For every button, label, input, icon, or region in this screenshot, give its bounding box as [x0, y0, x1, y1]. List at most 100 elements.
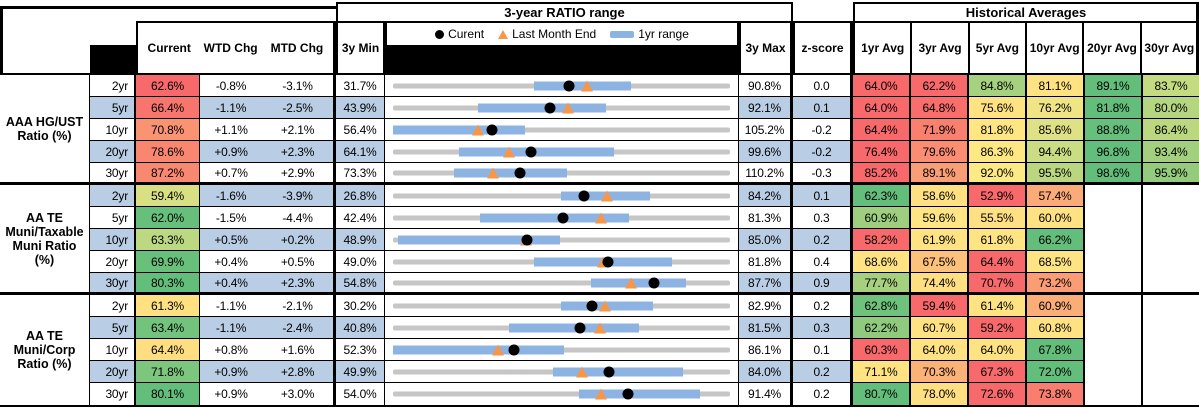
current-dot: [508, 344, 520, 355]
current-cell: 59.4%: [136, 185, 200, 207]
mtd-chg-cell: +2.1%: [262, 119, 336, 141]
4avg-cell: 57.4%: [1027, 185, 1085, 207]
current-dot: [578, 190, 590, 201]
wtd-chg-cell: +0.5%: [200, 229, 262, 251]
avg-columns-header: 1yr Avg 3yr Avg 5yr Avg 10yr Avg 20yr Av…: [853, 21, 1199, 75]
tenor-cell: 20yr: [90, 361, 136, 383]
4avg-cell: 94.4%: [1027, 141, 1085, 163]
3avg-cell: 59.2%: [969, 317, 1027, 339]
range-min-cell: 42.4%: [336, 207, 385, 229]
last-month-triangle: [491, 344, 504, 355]
2avg-cell: 61.9%: [911, 229, 969, 251]
6avg-cell: 83.7%: [1143, 75, 1199, 97]
z-score-cell: 0.1: [793, 339, 853, 361]
z-score-cell: 0.2: [793, 229, 853, 251]
2avg-cell: 74.4%: [911, 273, 969, 295]
range-min-cell: 48.9%: [336, 229, 385, 251]
4avg-cell: 60.0%: [1027, 207, 1085, 229]
2avg-cell: 71.9%: [911, 119, 969, 141]
wtd-chg-cell: -1.1%: [200, 97, 262, 119]
tenor-cell: 5yr: [90, 317, 136, 339]
range-min-cell: 31.7%: [336, 75, 385, 97]
range-plot: [393, 295, 730, 316]
current-dot: [622, 388, 634, 400]
last-month-triangle-icon: [498, 29, 509, 39]
one-year-range-bar: [393, 125, 525, 134]
range-min-cell: 49.0%: [336, 251, 385, 273]
last-month-triangle: [601, 190, 614, 201]
range-chart-cell: [385, 229, 739, 251]
range-max-cell: 99.6%: [739, 141, 793, 163]
range-track: [393, 391, 730, 397]
5avg-cell: 89.1%: [1085, 75, 1143, 97]
range-chart-cell: [385, 273, 739, 295]
chart-section-title: 3-year RATIO range: [336, 2, 793, 23]
legend-current-label: Curent: [448, 27, 485, 41]
current-cell: 69.9%: [136, 251, 200, 273]
col-header-20yr-avg: 20yr Avg: [1084, 23, 1142, 73]
3avg-cell: 72.6%: [969, 383, 1027, 405]
last-month-triangle: [487, 167, 500, 178]
4avg-cell: 95.5%: [1027, 163, 1085, 185]
current-cell: 80.3%: [136, 273, 200, 295]
one-year-range-bar: [477, 103, 606, 112]
2avg-cell: 70.3%: [911, 361, 969, 383]
col-header-wtd-chg: WTD Chg: [203, 41, 258, 55]
current-dot: [557, 212, 569, 223]
3avg-cell: 70.7%: [969, 273, 1027, 295]
range-plot: [393, 119, 730, 140]
current-dot: [586, 300, 598, 311]
range-chart-cell: [385, 97, 739, 119]
2avg-cell: 64.8%: [911, 97, 969, 119]
change-columns-header: Current WTD Chg MTD Chg: [136, 21, 336, 75]
4avg-cell: 81.1%: [1027, 75, 1085, 97]
one-year-range-bar: [454, 168, 568, 177]
z-score-cell: 0.9: [793, 273, 853, 295]
tenor-cell: 20yr: [90, 141, 136, 163]
4avg-cell: 60.8%: [1027, 317, 1085, 339]
one-year-range-bar: [578, 389, 701, 399]
mtd-chg-cell: -2.4%: [262, 317, 336, 339]
range-min-cell: 54.8%: [336, 273, 385, 295]
last-month-triangle: [599, 300, 612, 311]
1avg-cell: 62.2%: [853, 317, 911, 339]
2avg-cell: 62.2%: [911, 75, 969, 97]
mtd-chg-cell: -3.9%: [262, 185, 336, 207]
col-header-10yr-avg: 10yr Avg: [1027, 23, 1085, 73]
1avg-cell: 76.4%: [853, 141, 911, 163]
black-tenor-header-cell: [90, 45, 136, 75]
legend-range-label: 1yr range: [638, 27, 689, 41]
1avg-cell: 71.1%: [853, 361, 911, 383]
current-cell: 80.1%: [136, 383, 200, 405]
1avg-cell: 85.2%: [853, 163, 911, 185]
range-plot: [393, 339, 730, 360]
black-banner: [387, 45, 737, 73]
3avg-cell: 64.4%: [969, 251, 1027, 273]
range-min-cell: 64.1%: [336, 141, 385, 163]
mtd-chg-cell: +2.3%: [262, 273, 336, 295]
current-cell: 70.8%: [136, 119, 200, 141]
range-plot: [393, 361, 730, 382]
range-min-cell: 54.0%: [336, 383, 385, 405]
1avg-cell: 58.2%: [853, 229, 911, 251]
last-month-triangle: [561, 102, 574, 113]
current-cell: 62.6%: [136, 75, 200, 97]
last-month-triangle: [471, 124, 484, 135]
current-dot: [603, 366, 615, 377]
range-chart-cell: [385, 207, 739, 229]
mtd-chg-cell: +2.9%: [262, 163, 336, 185]
3avg-cell: 92.0%: [969, 163, 1027, 185]
wtd-chg-cell: +0.7%: [200, 163, 262, 185]
group-label: AA TE Muni/Taxable Muni Ratio (%): [0, 185, 90, 295]
6avg-cell: 93.4%: [1143, 141, 1199, 163]
5avg-cell: 96.8%: [1085, 141, 1143, 163]
range-chart-cell: [385, 251, 739, 273]
range-max-cell: 86.1%: [739, 339, 793, 361]
z-score-cell: -0.2: [793, 119, 853, 141]
tenor-cell: 5yr: [90, 207, 136, 229]
range-max-cell: 84.0%: [739, 361, 793, 383]
range-chart-cell: [385, 163, 739, 185]
range-max-cell: 81.5%: [739, 317, 793, 339]
4avg-cell: 76.2%: [1027, 97, 1085, 119]
3avg-cell: 61.4%: [969, 295, 1027, 317]
